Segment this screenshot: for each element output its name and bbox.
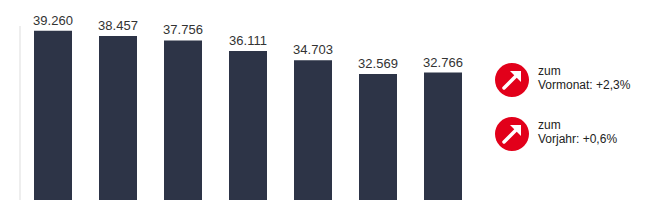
html-text:Vorjahr: +0,6%: Vorjahr: +0,6% <box>538 132 618 146</box>
svg-text:34.703: 34.703 <box>293 42 333 57</box>
html-text:Vormonat: +2,3%: Vormonat: +2,3% <box>538 78 631 92</box>
svg-text:38.457: 38.457 <box>98 18 138 33</box>
html-text:zum: zum <box>538 118 561 132</box>
svg-text:36.111: 36.111 <box>229 33 267 48</box>
html-text:zum: zum <box>538 64 561 78</box>
svg-text:37.756: 37.756 <box>163 22 203 37</box>
svg-text:32.766: 32.766 <box>423 55 463 70</box>
svg-text:39.260: 39.260 <box>33 13 73 28</box>
svg-text:32.569: 32.569 <box>358 56 398 71</box>
